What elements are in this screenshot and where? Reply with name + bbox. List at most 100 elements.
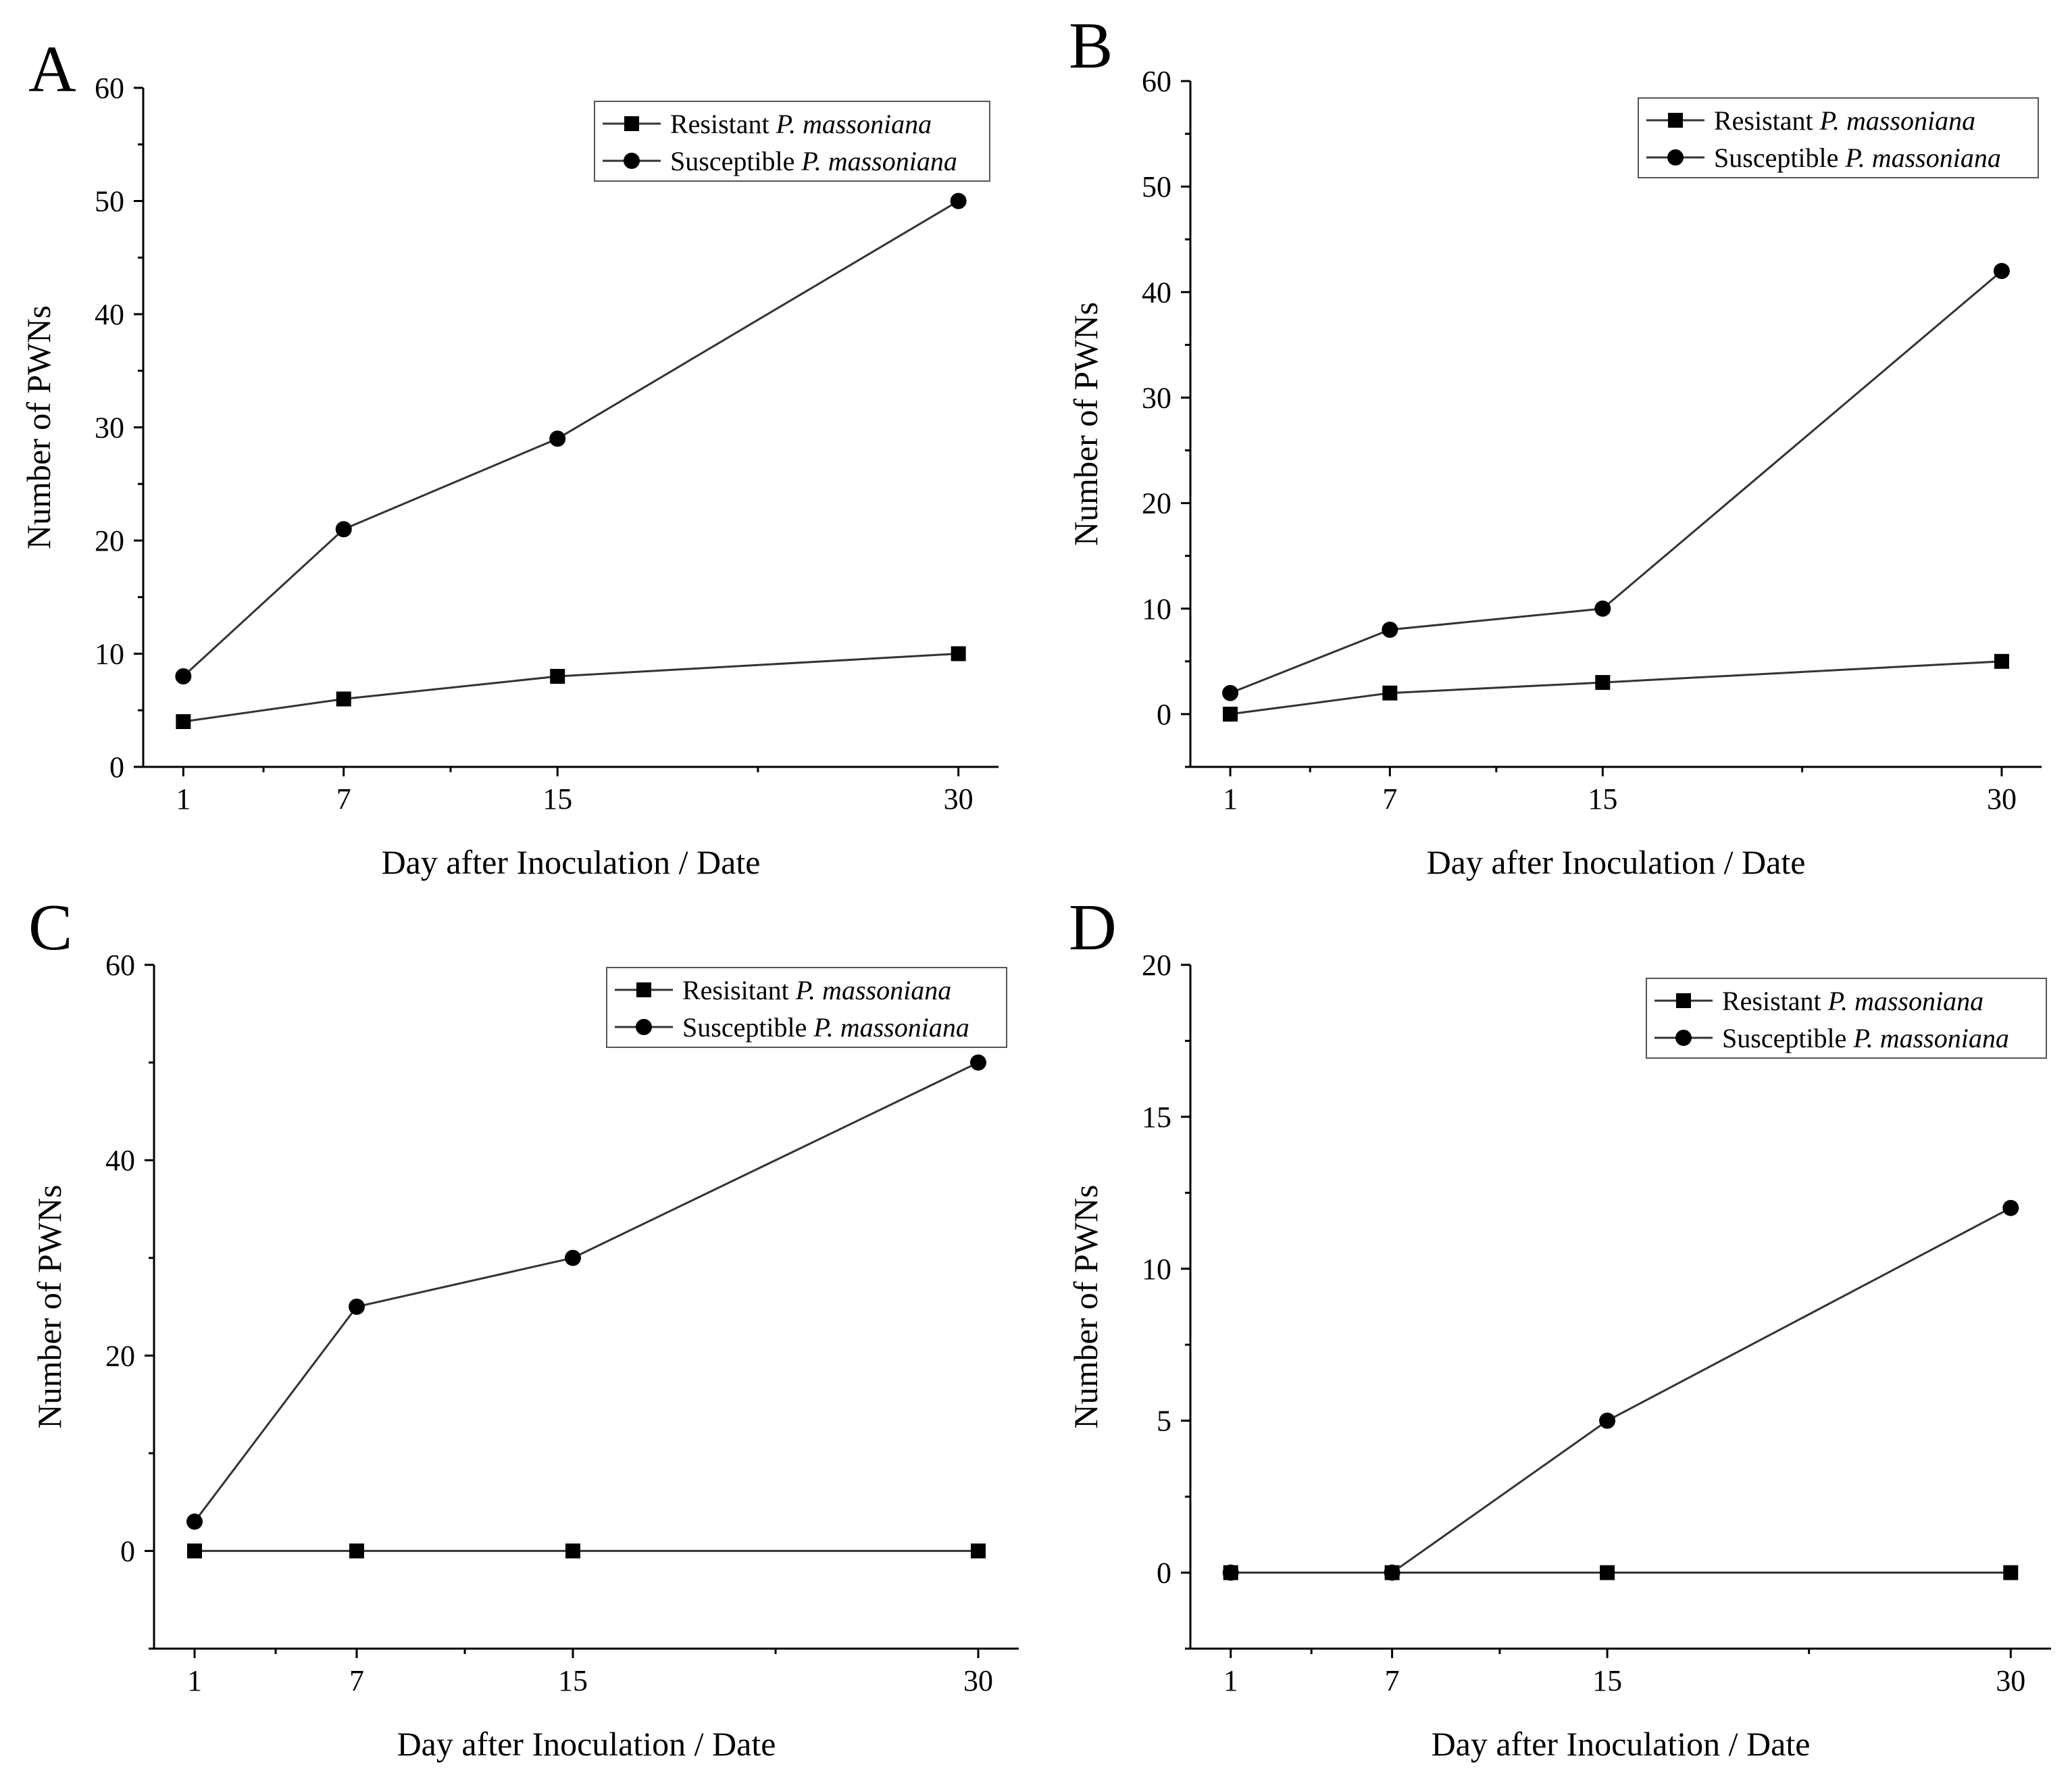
data-point-circle (1594, 600, 1611, 617)
x-tick-label: 7 (1382, 782, 1397, 816)
data-point-square (971, 1543, 986, 1559)
y-tick-label: 20 (1142, 949, 1171, 982)
legend-marker-square (624, 116, 639, 131)
legend-species-name: P. massoniana (1852, 1023, 2008, 1053)
chart-panel-a: A 0 10 20 30 40 50 60 1 7 15 30 Day after Inoculatio… (20, 33, 999, 881)
x-tick-label: 15 (558, 1664, 588, 1697)
legend-series-name: Susceptible (1722, 1023, 1853, 1053)
data-point-square (1595, 675, 1611, 691)
x-axis-label: Day after Inoculation / Date (1432, 1725, 1811, 1763)
legend-marker-circle (1675, 1030, 1692, 1046)
y-axis-label: Number of PWNs (20, 305, 57, 549)
legend-box (1638, 97, 2039, 178)
data-point-circle (1382, 622, 1398, 638)
data-point-circle (970, 1054, 986, 1071)
y-tick-label: 60 (1142, 65, 1171, 98)
data-point-circle (549, 430, 566, 447)
data-point-square (1600, 1565, 1615, 1580)
data-point-circle (1599, 1412, 1616, 1429)
data-point-square (2003, 1565, 2019, 1580)
y-tick-label: 30 (1142, 381, 1171, 414)
series-line-resistant (183, 653, 959, 723)
legend-marker-circle (624, 153, 640, 169)
legend-label: Susceptible P. massoniana (670, 146, 957, 176)
data-point-square (565, 1543, 580, 1559)
legend-series-name: Resistant (1722, 986, 1828, 1016)
y-tick-label: 30 (95, 411, 124, 445)
y-tick-label: 40 (95, 298, 124, 331)
data-point-circle (1384, 1564, 1400, 1581)
panel-letter: C (28, 891, 72, 964)
x-axis-label: Day after Inoculation / Date (397, 1725, 776, 1763)
x-tick-label: 7 (349, 1664, 364, 1697)
data-point-circle (349, 1299, 365, 1315)
legend-marker-square (1676, 993, 1691, 1008)
data-point-square (349, 1543, 364, 1559)
y-tick-label: 20 (105, 1339, 135, 1372)
legend-label: Resistant P. massoniana (1722, 986, 1983, 1016)
x-axis-label: Day after Inoculation / Date (382, 843, 761, 881)
legend-species-name: P. massoniana (776, 109, 932, 139)
data-point-square (951, 646, 966, 661)
y-tick-label: 10 (1142, 593, 1171, 626)
legend-series-name: Susceptible (670, 146, 801, 176)
data-point-square (550, 669, 565, 684)
y-tick-label: 0 (120, 1534, 135, 1568)
y-axis-label: Number of PWNs (30, 1184, 68, 1428)
panel-letter: D (1069, 891, 1117, 964)
legend-label: Susceptible P. massoniana (1714, 143, 2001, 173)
legend-marker-square (636, 982, 651, 997)
data-point-circle (186, 1513, 203, 1530)
data-point-circle (175, 668, 192, 684)
y-tick-label: 60 (105, 949, 135, 982)
data-point-square (187, 1543, 202, 1559)
y-tick-label: 60 (95, 72, 124, 105)
data-point-circle (1222, 684, 1239, 701)
x-tick-label: 30 (1987, 782, 2017, 816)
legend-series-name: Susceptible (682, 1012, 813, 1043)
legend-species-name: P. massoniana (1844, 143, 2000, 173)
y-tick-label: 15 (1142, 1101, 1171, 1134)
data-point-square (176, 714, 191, 729)
data-point-square (1382, 685, 1398, 701)
data-point-circle (1222, 1564, 1239, 1581)
legend-species-name: P. massoniana (795, 975, 951, 1005)
y-axis-label: Number of PWNs (1067, 302, 1105, 546)
data-point-square (336, 691, 351, 707)
series-line-resistant (1230, 660, 2002, 716)
x-axis-label: Day after Inoculation / Date (1427, 843, 1806, 881)
y-axis-label: Number of PWNs (1067, 1184, 1105, 1428)
y-tick-label: 50 (95, 185, 124, 218)
data-point-square (1223, 706, 1238, 722)
y-tick-label: 20 (1142, 487, 1171, 520)
legend-series-name: Resisitant (682, 975, 796, 1005)
x-tick-label: 1 (1223, 1664, 1238, 1697)
series-line-susceptible (182, 200, 959, 678)
y-tick-label: 10 (95, 638, 124, 671)
x-tick-label: 7 (336, 782, 351, 816)
x-tick-label: 30 (944, 782, 974, 816)
y-tick-label: 0 (1157, 1557, 1171, 1590)
data-point-square (1994, 653, 2009, 669)
data-point-circle (565, 1249, 581, 1266)
legend-species-name: P. massoniana (1827, 986, 1983, 1016)
data-point-circle (950, 193, 967, 209)
legend-species-name: P. massoniana (801, 146, 957, 176)
legend-series-name: Resistant (670, 109, 776, 139)
legend-marker-circle (1667, 149, 1684, 166)
legend-label: Susceptible P. massoniana (682, 1012, 969, 1043)
panel-letter: B (1069, 9, 1113, 82)
legend-box (606, 967, 1007, 1048)
legend-marker-square (1668, 113, 1683, 128)
legend-box (594, 101, 990, 182)
series-line-susceptible (1230, 270, 2002, 695)
x-tick-label: 7 (1385, 1664, 1400, 1697)
data-point-circle (2002, 1199, 2019, 1216)
legend-species-name: P. massoniana (1819, 105, 1975, 136)
series-line-susceptible (193, 1061, 979, 1522)
y-tick-label: 50 (1142, 170, 1171, 203)
legend-series-name: Resistant (1714, 105, 1820, 136)
x-tick-label: 1 (176, 782, 191, 816)
legend-label: Resistant P. massoniana (670, 109, 932, 139)
